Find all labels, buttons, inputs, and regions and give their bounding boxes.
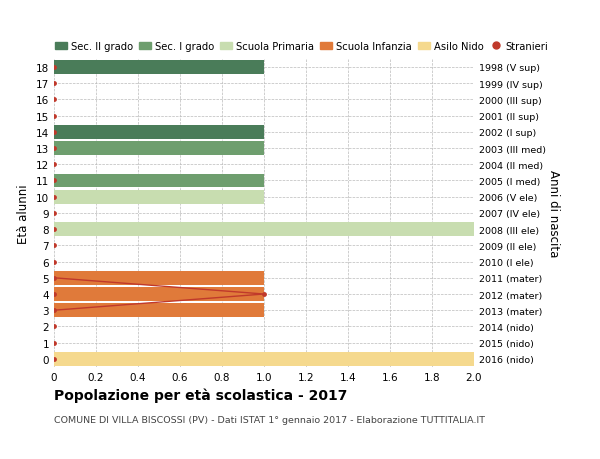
Y-axis label: Età alunni: Età alunni xyxy=(17,184,31,243)
Bar xyxy=(54,304,264,318)
Bar xyxy=(54,352,474,366)
Bar xyxy=(54,190,264,204)
Legend: Sec. II grado, Sec. I grado, Scuola Primaria, Scuola Infanzia, Asilo Nido, Stran: Sec. II grado, Sec. I grado, Scuola Prim… xyxy=(55,42,548,51)
Y-axis label: Anni di nascita: Anni di nascita xyxy=(547,170,560,257)
Bar xyxy=(54,126,264,140)
Bar xyxy=(54,142,264,156)
Text: COMUNE DI VILLA BISCOSSI (PV) - Dati ISTAT 1° gennaio 2017 - Elaborazione TUTTIT: COMUNE DI VILLA BISCOSSI (PV) - Dati IST… xyxy=(54,415,485,425)
Bar xyxy=(54,223,474,236)
Bar xyxy=(54,61,264,75)
Text: Popolazione per età scolastica - 2017: Popolazione per età scolastica - 2017 xyxy=(54,388,347,403)
Bar xyxy=(54,174,264,188)
Bar xyxy=(54,271,264,285)
Bar xyxy=(54,287,264,301)
